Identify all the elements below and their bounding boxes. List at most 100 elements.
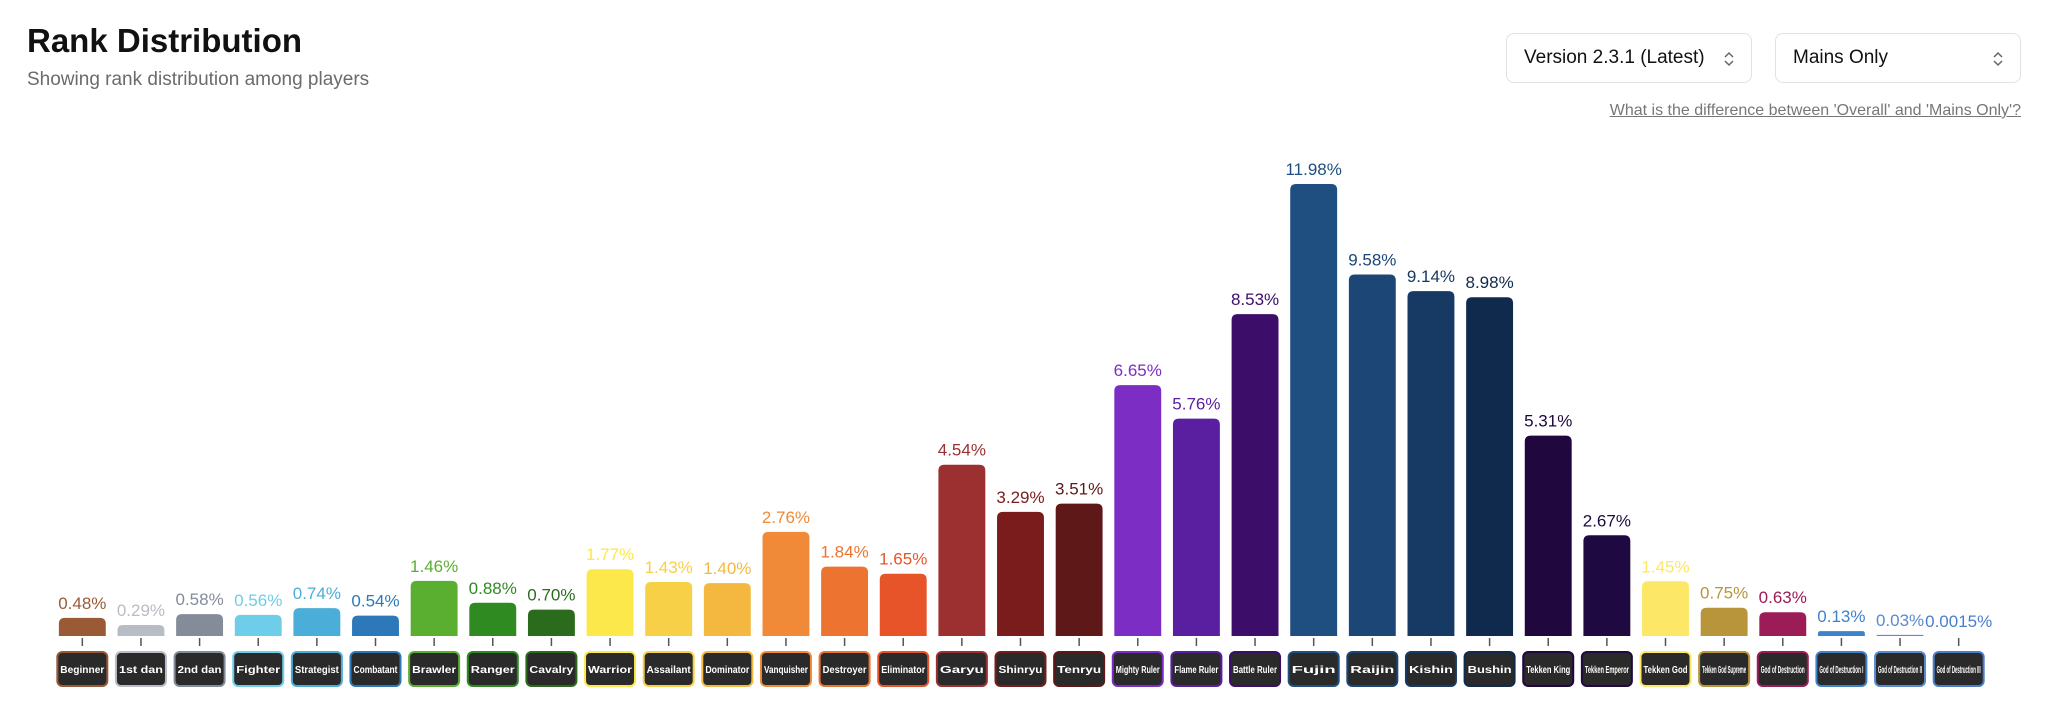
bar bbox=[469, 602, 517, 636]
rank-label: Combatant bbox=[354, 665, 399, 676]
rank-icon bbox=[349, 651, 402, 687]
bar bbox=[176, 614, 224, 636]
rank-label: Beginner bbox=[60, 665, 104, 676]
rank-icon bbox=[1932, 651, 1985, 687]
rank-label: Ranger bbox=[471, 665, 515, 676]
rank-icon bbox=[1346, 651, 1399, 687]
rank-icon bbox=[1229, 651, 1282, 687]
rank-icon bbox=[877, 651, 930, 687]
rank-label: God of Destruction III bbox=[1937, 665, 1981, 676]
version-value: Version 2.3.1 (Latest) bbox=[1524, 47, 1705, 68]
rank-icon bbox=[1053, 651, 1106, 687]
rank-label: God of Destruction bbox=[1761, 665, 1805, 676]
bar bbox=[117, 625, 165, 636]
bar bbox=[1700, 607, 1748, 636]
rank-label: Brawler bbox=[412, 665, 456, 676]
rank-icon bbox=[173, 651, 226, 687]
value-label: 11.98% bbox=[1285, 160, 1341, 179]
rank-icon bbox=[642, 651, 695, 687]
mode-select[interactable]: Mains Only bbox=[1775, 33, 2021, 83]
bar bbox=[1231, 314, 1279, 636]
rank-label: God of Destruction I bbox=[1819, 665, 1863, 676]
rank-label: Fujin bbox=[1292, 665, 1336, 676]
bar bbox=[234, 614, 282, 636]
rank-icon bbox=[935, 651, 988, 687]
bar bbox=[352, 615, 399, 636]
value-label: 3.29% bbox=[996, 488, 1044, 507]
chevron bbox=[1993, 51, 2003, 67]
rank-icon bbox=[759, 651, 812, 687]
value-label: 8.98% bbox=[1465, 273, 1513, 292]
rank-label: Fighter bbox=[236, 665, 280, 676]
value-label: 5.76% bbox=[1172, 395, 1220, 414]
rank-label: Destroyer bbox=[823, 665, 867, 676]
rank-label: Tekken God bbox=[1644, 665, 1688, 676]
rank-label: Kishin bbox=[1409, 665, 1453, 676]
value-label: 3.51% bbox=[1055, 480, 1103, 499]
bar bbox=[586, 569, 634, 636]
value-label: 0.13% bbox=[1817, 607, 1865, 626]
bar bbox=[58, 617, 106, 636]
rank-label: Garyu bbox=[940, 665, 984, 676]
value-label: 0.0015% bbox=[1925, 612, 1992, 631]
rank-label: Assailant bbox=[647, 665, 692, 676]
value-label: 9.58% bbox=[1348, 251, 1396, 270]
value-label: 1.84% bbox=[820, 543, 868, 562]
bar bbox=[762, 531, 810, 636]
value-label: 1.43% bbox=[645, 558, 693, 577]
bar bbox=[1290, 184, 1338, 636]
bar bbox=[997, 511, 1044, 636]
rank-label: Eliminator bbox=[881, 665, 925, 676]
rank-icon bbox=[1639, 651, 1692, 687]
rank-label: Bushin bbox=[1468, 665, 1512, 676]
rank-icon bbox=[1580, 651, 1633, 687]
value-label: 9.14% bbox=[1407, 267, 1455, 286]
rank-label: Dominator bbox=[705, 665, 749, 676]
bar bbox=[1524, 435, 1572, 636]
bar bbox=[527, 609, 575, 636]
bar bbox=[938, 464, 986, 636]
value-label: 1.45% bbox=[1641, 557, 1689, 576]
value-label: 5.31% bbox=[1524, 412, 1572, 431]
bar bbox=[410, 580, 458, 636]
rank-label: Tenryu bbox=[1057, 665, 1101, 676]
page-title: Rank Distribution bbox=[27, 22, 303, 59]
rank-label: Tekken King bbox=[1526, 665, 1570, 676]
rank-icon bbox=[525, 651, 578, 687]
rank-icon bbox=[1874, 651, 1927, 687]
value-label: 0.58% bbox=[175, 590, 223, 609]
rank-label: Vanquisher bbox=[764, 665, 808, 676]
rank-icon bbox=[1170, 651, 1223, 687]
bar bbox=[1876, 634, 1924, 636]
help-link[interactable]: What is the difference between 'Overall'… bbox=[1609, 102, 2021, 119]
value-label: 0.75% bbox=[1700, 584, 1748, 603]
value-label: 1.40% bbox=[703, 559, 751, 578]
value-label: 1.65% bbox=[879, 550, 927, 569]
value-label: 0.29% bbox=[117, 601, 165, 620]
rank-label: God of Destruction II bbox=[1878, 665, 1922, 676]
bar bbox=[1114, 385, 1162, 636]
value-label: 0.56% bbox=[234, 591, 282, 610]
rank-icon bbox=[584, 651, 637, 687]
rank-label: Battle Ruler bbox=[1233, 665, 1277, 676]
value-label: 2.67% bbox=[1583, 511, 1631, 530]
rank-icon bbox=[701, 651, 754, 687]
rank-label: Tekken God Supreme bbox=[1702, 665, 1746, 676]
value-label: 0.74% bbox=[293, 584, 341, 603]
rank-label: Mighty Ruler bbox=[1116, 665, 1160, 676]
version-select[interactable]: Version 2.3.1 (Latest) bbox=[1506, 33, 1752, 83]
rank-label: Warrior bbox=[588, 665, 632, 676]
rank-label: 2nd dan bbox=[178, 665, 222, 676]
bar bbox=[645, 582, 693, 636]
rank-icon bbox=[232, 651, 285, 687]
rank-icon bbox=[1756, 651, 1809, 687]
bar bbox=[293, 608, 341, 636]
rank-icon bbox=[994, 651, 1047, 687]
rank-icon bbox=[1522, 651, 1575, 687]
value-label: 6.65% bbox=[1114, 361, 1162, 380]
rank-label: Cavalry bbox=[529, 665, 574, 676]
rank-icon bbox=[56, 651, 109, 687]
chevron bbox=[1724, 51, 1734, 67]
mode-value: Mains Only bbox=[1793, 47, 1889, 68]
rank-icon bbox=[1698, 651, 1751, 687]
